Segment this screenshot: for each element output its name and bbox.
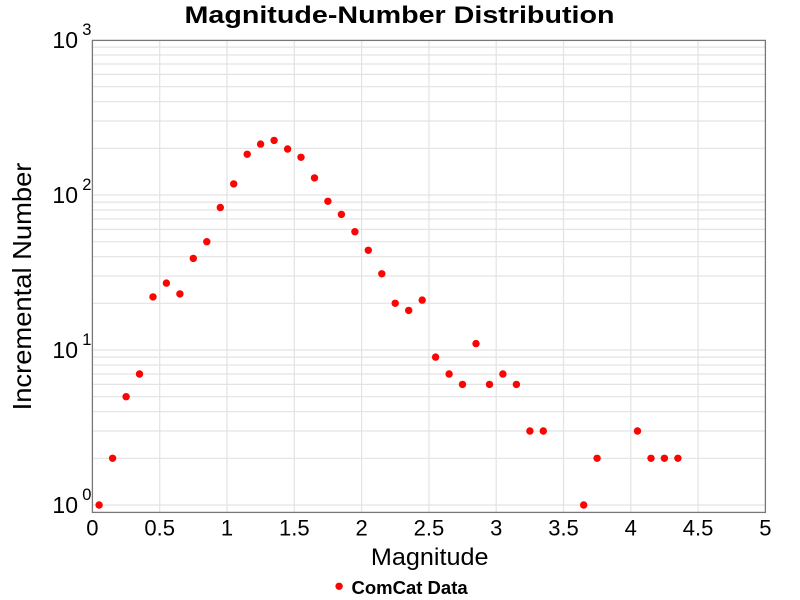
svg-text:1: 1 [82, 331, 91, 349]
svg-text:Incremental Number: Incremental Number [7, 162, 37, 410]
svg-text:4: 4 [625, 516, 637, 541]
svg-text:3: 3 [490, 516, 502, 541]
svg-text:0: 0 [82, 486, 91, 504]
svg-text:1: 1 [221, 516, 233, 541]
svg-text:10: 10 [52, 27, 78, 53]
svg-text:Magnitude-Number Distribution: Magnitude-Number Distribution [185, 2, 615, 29]
svg-text:3.5: 3.5 [548, 516, 579, 541]
svg-text:0.5: 0.5 [144, 516, 175, 541]
svg-text:1.5: 1.5 [279, 516, 310, 541]
svg-text:2.5: 2.5 [414, 516, 445, 541]
svg-text:Magnitude: Magnitude [371, 544, 489, 571]
svg-text:4.5: 4.5 [683, 516, 714, 541]
svg-text:2: 2 [355, 516, 367, 541]
svg-text:ComCat Data: ComCat Data [352, 577, 469, 598]
svg-text:10: 10 [52, 182, 78, 208]
svg-text:2: 2 [82, 176, 91, 194]
svg-text:3: 3 [82, 21, 91, 39]
svg-text:10: 10 [52, 492, 78, 518]
svg-text:10: 10 [52, 337, 78, 363]
svg-text:5: 5 [759, 516, 771, 541]
svg-text:0: 0 [86, 516, 98, 541]
